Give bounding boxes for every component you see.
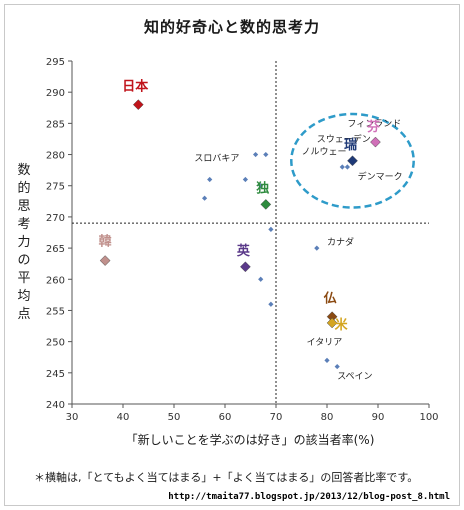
- x-tick-label: 90: [372, 412, 385, 423]
- highlighted-country-label: 独: [256, 180, 269, 196]
- highlighted-country-label: 日本: [122, 79, 148, 95]
- y-tick-label: 270: [46, 213, 65, 224]
- highlighted-country-label: 芬: [366, 119, 381, 135]
- country-label: スロバキア: [194, 153, 239, 164]
- y-tick-label: 255: [46, 306, 65, 317]
- highlighted-country-label: 仏: [324, 292, 337, 307]
- y-tick-label: 275: [46, 182, 65, 193]
- y-tick-label: 245: [46, 369, 65, 380]
- x-tick-label: 100: [419, 412, 438, 423]
- highlighted-data-point: [132, 99, 144, 111]
- highlighted-data-point: [347, 155, 358, 167]
- y-tick-label: 280: [46, 151, 65, 162]
- country-label: ノルウェー: [302, 147, 347, 158]
- country-label: フィンランド: [347, 118, 401, 129]
- y-tick-label: 265: [46, 244, 65, 255]
- y-axis-label: 数的思考力の平均点: [17, 163, 31, 322]
- y-tick-label: 250: [46, 338, 65, 349]
- highlighted-data-point: [326, 317, 338, 329]
- highlighted-data-point: [99, 255, 111, 266]
- data-point: [314, 245, 320, 251]
- data-point: [202, 195, 208, 201]
- highlighted-data-point: [370, 136, 381, 148]
- x-tick-label: 40: [117, 412, 130, 423]
- x-tick-label: 50: [168, 412, 181, 423]
- y-tick-label: 260: [46, 275, 65, 286]
- source-url: http://tmaita77.blogspot.jp/2013/12/blog…: [168, 492, 450, 502]
- country-label: スペイン: [337, 372, 372, 382]
- data-point: [268, 226, 274, 232]
- highlighted-country-label: 瑞: [344, 137, 357, 153]
- country-label: スウェーデン: [317, 133, 371, 145]
- data-point: [258, 183, 264, 189]
- data-point: [253, 151, 259, 158]
- chart-title: 知的好奇心と数的思考力: [143, 18, 320, 36]
- data-point: [207, 176, 213, 183]
- x-tick-label: 80: [321, 412, 334, 423]
- nordic-highlight-circle: [290, 112, 415, 209]
- x-axis-label: 「新しいことを学ぶのは好き」の該当者率(%): [125, 433, 375, 447]
- x-tick-label: 70: [270, 412, 283, 423]
- data-point: [242, 176, 248, 183]
- chart-frame: [4, 4, 460, 506]
- footnote: ＊横軸は,「とてもよく当てはまる」+「よく当てはまる」の回答者比率です。: [34, 471, 419, 484]
- highlighted-country-label: 韓: [99, 234, 112, 250]
- data-point: [344, 164, 350, 170]
- highlighted-data-point: [240, 261, 251, 273]
- y-tick-label: 290: [46, 88, 65, 99]
- x-tick-label: 30: [66, 412, 79, 423]
- data-point: [334, 363, 340, 370]
- y-tick-label: 240: [46, 400, 65, 411]
- highlighted-data-point: [260, 199, 272, 210]
- x-tick-label: 60: [219, 412, 232, 423]
- highlighted-country-label: 英: [236, 243, 251, 259]
- data-point: [324, 357, 330, 363]
- data-point: [339, 164, 345, 170]
- country-label: カナダ: [327, 236, 354, 248]
- country-label: デンマーク: [358, 170, 403, 182]
- data-point: [268, 301, 274, 307]
- data-point: [263, 151, 269, 158]
- highlighted-country-label: 米: [335, 317, 349, 333]
- data-point: [258, 276, 264, 282]
- country-label: イタリア: [307, 337, 343, 348]
- y-tick-label: 295: [46, 57, 65, 68]
- y-tick-label: 285: [46, 119, 65, 130]
